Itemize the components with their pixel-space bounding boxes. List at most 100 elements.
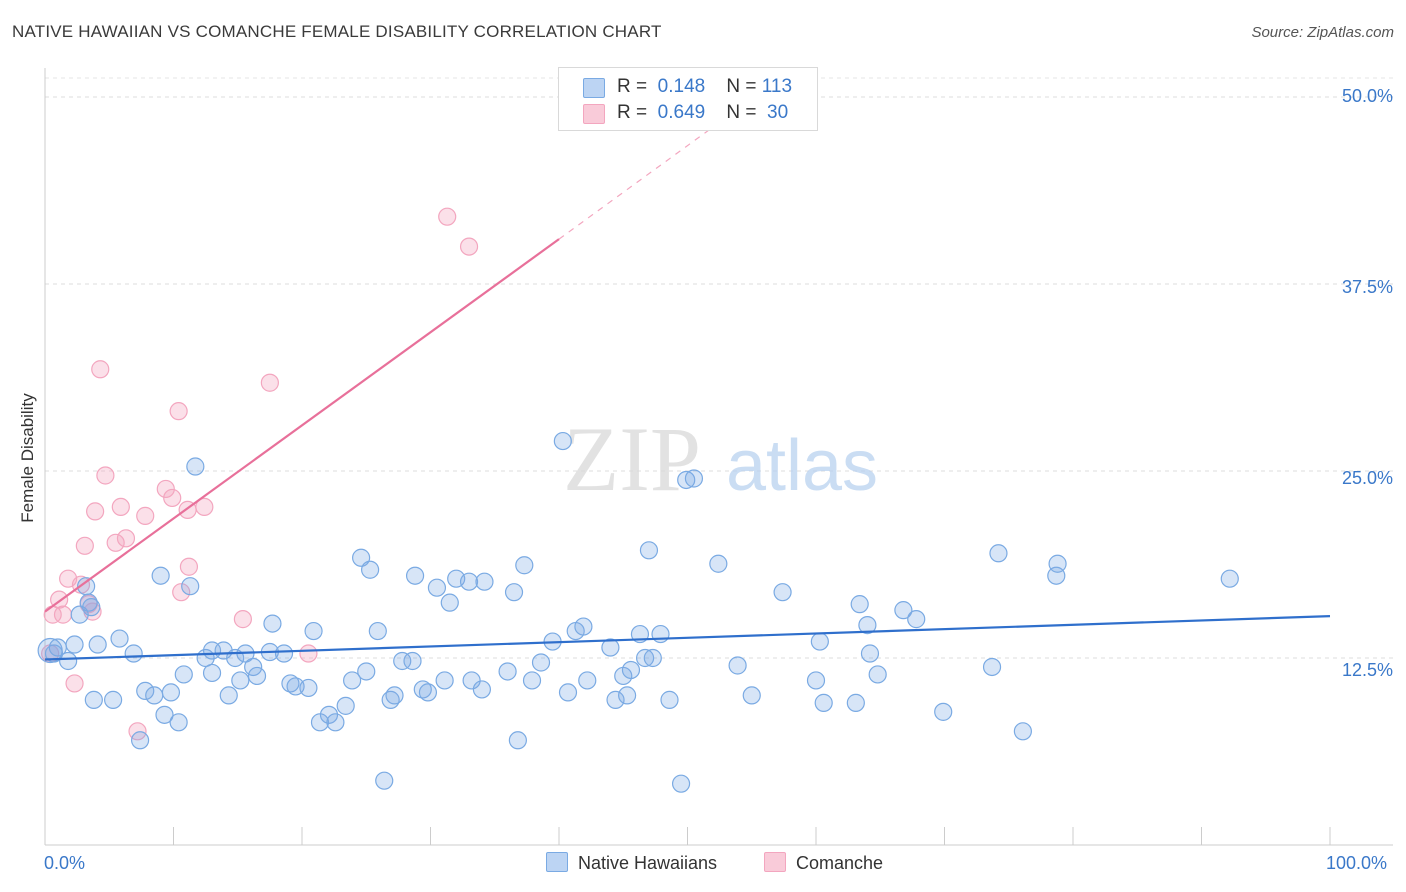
native-hawaiian-point bbox=[472, 680, 491, 699]
comanche-point bbox=[111, 497, 130, 517]
native-hawaiian-point bbox=[393, 651, 412, 671]
comanche-point bbox=[116, 529, 136, 548]
native-hawaiian-point bbox=[244, 657, 263, 677]
native-hawaiian-point bbox=[643, 648, 662, 668]
native-hawaiian-point bbox=[343, 671, 362, 690]
native-hawaiian-point bbox=[405, 566, 425, 585]
comanche-point bbox=[96, 466, 115, 485]
native-hawaiian-point bbox=[219, 686, 238, 705]
comanche-point bbox=[65, 674, 84, 693]
chart-title: NATIVE HAWAIIAN VS COMANCHE FEMALE DISAB… bbox=[12, 22, 662, 41]
comanche-point bbox=[169, 402, 188, 421]
native-hawaiian-point bbox=[174, 665, 193, 684]
comanche-point bbox=[156, 479, 175, 499]
comanche-point bbox=[299, 644, 318, 663]
native-hawaiian-point bbox=[82, 598, 101, 617]
native-hawaiian-point bbox=[319, 705, 339, 724]
bottom-legend-comanche[interactable]: Comanche bbox=[764, 852, 883, 874]
native-hawaiian-point bbox=[186, 457, 205, 476]
comanche-point bbox=[136, 506, 155, 525]
native-hawaiian-point bbox=[814, 693, 833, 712]
watermark-atlas: atlas bbox=[726, 426, 878, 506]
native-hawaiian-point bbox=[136, 681, 155, 701]
native-hawaiian-point bbox=[709, 554, 728, 573]
correlation-legend: R = 0.148 N = 113 R = 0.649 N = 30 bbox=[558, 67, 818, 131]
native-hawaiian-point bbox=[907, 610, 926, 629]
native-hawaiian-point bbox=[247, 666, 267, 686]
native-hawaiian-point bbox=[357, 662, 376, 681]
native-hawaiian-point bbox=[130, 731, 150, 750]
native-hawaiian-point bbox=[806, 671, 826, 690]
native-hawaiian-point bbox=[982, 657, 1002, 677]
comanche-point bbox=[260, 373, 279, 392]
native-hawaiian-trend-line bbox=[44, 615, 1331, 661]
bottom-legend-native-hawaiians[interactable]: Native Hawaiians bbox=[546, 852, 717, 874]
native-hawaiian-point bbox=[989, 544, 1008, 563]
source-label: Source: ZipAtlas.com bbox=[1251, 24, 1394, 41]
native-hawaiian-point bbox=[281, 674, 300, 693]
comanche-point bbox=[75, 536, 94, 555]
native-hawaiian-point bbox=[403, 651, 422, 671]
native-hawaiian-point bbox=[860, 644, 880, 663]
native-hawaiian-point bbox=[202, 663, 222, 683]
legend-n-value: 30 bbox=[767, 102, 789, 123]
comanche-points bbox=[41, 207, 479, 741]
native-hawaiian-point bbox=[299, 678, 318, 698]
y-tick-label-37-5: 37.5% bbox=[1341, 277, 1393, 297]
legend-n-label: N = bbox=[726, 76, 757, 97]
native-hawaiian-point bbox=[635, 648, 655, 668]
native-hawaiian-point bbox=[508, 731, 527, 750]
native-hawaiian-point bbox=[742, 686, 761, 705]
native-hawaiian-point bbox=[601, 638, 620, 657]
bottom-legend-label: Comanche bbox=[796, 853, 884, 873]
native-hawaiian-point bbox=[151, 566, 170, 585]
legend-n-label: N = bbox=[726, 102, 757, 123]
native-hawaiian-point bbox=[677, 470, 696, 490]
native-hawaiian-point bbox=[475, 572, 494, 591]
native-hawaiian-point bbox=[440, 593, 459, 612]
native-hawaiian-point bbox=[850, 595, 869, 614]
comanche-point bbox=[86, 502, 105, 521]
x-tick-label-max: 100.0% bbox=[1326, 853, 1388, 873]
native-hawaiian-point bbox=[361, 560, 380, 579]
native-hawaiian-point bbox=[504, 583, 524, 602]
native-hawaiian-point bbox=[110, 629, 129, 648]
comanche-point bbox=[163, 488, 182, 508]
native-hawaiian-point bbox=[558, 683, 578, 702]
comanche-point bbox=[91, 360, 110, 379]
native-hawaiian-point bbox=[773, 583, 792, 602]
native-hawaiian-point bbox=[858, 615, 877, 635]
native-hawaiian-point bbox=[574, 617, 593, 636]
comanche-point bbox=[106, 533, 125, 552]
legend-swatch-blue bbox=[583, 78, 605, 98]
native-hawaiian-point bbox=[1048, 554, 1067, 573]
native-hawaiian-point bbox=[618, 686, 637, 705]
native-hawaiian-point bbox=[124, 644, 143, 663]
native-hawaiian-point bbox=[59, 651, 78, 671]
native-hawaiian-point bbox=[934, 702, 953, 721]
native-hawaiian-point bbox=[846, 693, 865, 712]
native-hawaiian-point bbox=[155, 705, 174, 724]
native-hawaiian-point bbox=[427, 578, 447, 597]
native-hawaiian-point bbox=[660, 690, 679, 709]
native-hawaiian-point bbox=[231, 671, 250, 690]
native-hawaiian-point bbox=[684, 469, 704, 488]
y-tick-label-12-5: 12.5% bbox=[1341, 660, 1393, 680]
native-hawaiian-point bbox=[553, 431, 572, 451]
legend-r-label: R = bbox=[617, 76, 648, 97]
native-hawaiian-point bbox=[326, 713, 345, 732]
comanche-point bbox=[459, 237, 479, 256]
native-hawaiian-point bbox=[274, 644, 294, 663]
native-hawaiian-point bbox=[515, 556, 534, 575]
native-hawaiian-point bbox=[578, 671, 597, 690]
native-hawaiian-point bbox=[868, 665, 887, 684]
native-hawaiian-point bbox=[263, 614, 282, 633]
native-hawaiian-point bbox=[728, 656, 747, 675]
native-hawaiian-point bbox=[145, 686, 164, 705]
comanche-point bbox=[179, 557, 199, 576]
watermark-zip: ZIP bbox=[563, 408, 701, 510]
native-hawaiian-point bbox=[104, 690, 123, 709]
native-hawaiian-point bbox=[531, 653, 551, 672]
bottom-legend-label: Native Hawaiians bbox=[578, 853, 718, 873]
